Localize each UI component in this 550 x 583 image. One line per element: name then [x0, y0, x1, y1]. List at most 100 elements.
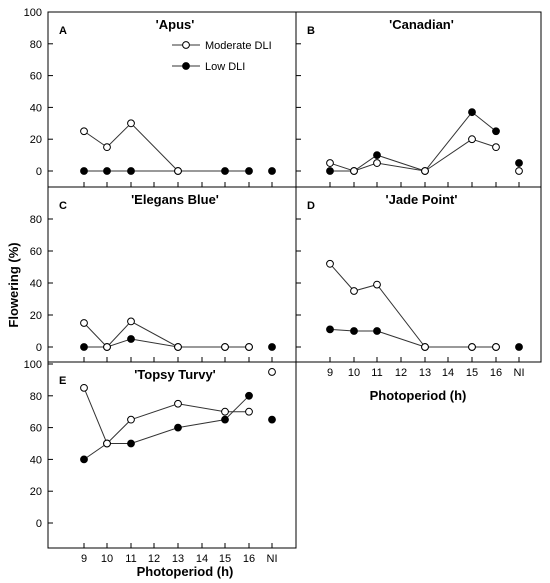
data-point	[373, 151, 381, 160]
panel-frame	[47, 11, 297, 188]
data-point	[373, 159, 381, 167]
x-tick-label: 14	[196, 553, 208, 565]
x-tick-label: 15	[219, 553, 231, 565]
data-point	[174, 399, 182, 408]
y-tick-label: 0	[36, 342, 42, 354]
panel-frame	[295, 186, 542, 363]
panel-title: 'Apus'	[156, 17, 195, 32]
y-axis-title: Flowering (%)	[6, 242, 21, 327]
data-point	[174, 343, 182, 351]
y-tick-label: 0	[36, 518, 42, 530]
data-point	[221, 343, 229, 351]
x-tick-label: 10	[101, 553, 113, 565]
series-line	[83, 387, 249, 445]
data-point	[221, 407, 229, 416]
x-tick-label: 13	[419, 367, 431, 379]
panel-title: 'Topsy Turvy'	[134, 367, 216, 382]
data-point	[80, 455, 88, 464]
data-point	[127, 335, 135, 343]
data-point	[515, 343, 523, 351]
panel-title: 'Canadian'	[389, 17, 454, 32]
panel-letter: E	[59, 375, 66, 387]
data-point	[515, 159, 523, 167]
legend-entry: Low DLI	[172, 61, 245, 73]
data-point	[468, 135, 476, 144]
panel-title: 'Jade Point'	[386, 192, 458, 207]
series-low-dli	[326, 108, 523, 175]
data-point	[127, 415, 135, 424]
series-line	[83, 395, 250, 460]
y-tick-label: 100	[24, 7, 42, 19]
y-tick-label: 20	[30, 486, 42, 498]
data-point	[326, 159, 334, 167]
x-tick-label: 9	[327, 367, 333, 379]
data-point	[127, 317, 135, 326]
data-point	[245, 391, 253, 400]
series-line	[83, 122, 179, 172]
y-tick-label: 20	[30, 134, 42, 146]
data-point	[492, 343, 500, 351]
data-point	[80, 383, 88, 392]
data-point	[350, 167, 358, 175]
x-tick-label: 16	[243, 553, 255, 565]
y-tick-label: 0	[36, 166, 42, 178]
data-point	[268, 415, 276, 424]
series-line	[83, 320, 249, 348]
y-tick-label: 40	[30, 278, 42, 290]
panel-title: 'Elegans Blue'	[131, 192, 219, 207]
x-tick-label: 11	[125, 553, 136, 565]
x-tick-label: 9	[81, 553, 87, 565]
data-point	[80, 319, 88, 327]
panel-e: 0 20 40 60 80 100 9 10 11 12 13 14 15 16 NI E 'Topsy Tur…	[24, 359, 297, 565]
data-point	[103, 343, 111, 351]
x-tick-label: 10	[348, 367, 360, 379]
x-tick-label: 14	[442, 367, 454, 379]
panel-frame	[47, 361, 297, 549]
data-point	[174, 167, 182, 175]
data-point	[515, 167, 523, 175]
legend-entry: Moderate DLI	[172, 40, 272, 52]
panel-c: 0 20 40 60 80 C 'Elegans Blue'	[30, 186, 297, 363]
series-line	[329, 263, 496, 348]
legend-marker	[182, 41, 190, 49]
data-point	[326, 259, 334, 268]
data-point	[326, 167, 334, 175]
data-point	[127, 439, 135, 448]
data-point	[350, 287, 358, 295]
legend: Moderate DLI Low DLI	[172, 40, 272, 73]
panel-frame	[47, 186, 297, 363]
y-tick-label: 60	[30, 71, 42, 83]
series-moderate-dli	[80, 368, 276, 448]
data-point	[268, 343, 276, 351]
data-point	[468, 108, 476, 117]
x-tick-label: 16	[490, 367, 502, 379]
data-point	[103, 167, 111, 175]
y-tick-label: 60	[30, 423, 42, 435]
data-point	[80, 167, 88, 175]
data-point	[373, 280, 381, 289]
y-tick-label: 80	[30, 39, 42, 51]
y-tick-label: 80	[30, 214, 42, 226]
y-tick-label: 100	[24, 359, 42, 371]
legend-marker	[182, 62, 190, 70]
legend-label: Moderate DLI	[205, 40, 272, 52]
data-point	[492, 127, 500, 136]
x-axis-title-bottom: Photoperiod (h)	[137, 564, 234, 579]
data-point	[103, 143, 111, 152]
y-tick-label: 40	[30, 454, 42, 466]
x-tick-label: 12	[148, 553, 160, 565]
data-point	[174, 423, 182, 432]
panel-a: 0 20 40 60 80 100 A 'Apus'	[24, 7, 297, 188]
y-tick-label: 80	[30, 391, 42, 403]
y-tick-label: 20	[30, 310, 42, 322]
data-point	[245, 167, 253, 175]
data-point	[221, 415, 229, 424]
series-moderate-dli	[326, 135, 523, 175]
y-tick-label: 60	[30, 246, 42, 258]
series-moderate-dli	[80, 119, 182, 175]
legend-label: Low DLI	[205, 61, 245, 73]
x-tick-label: NI	[514, 367, 525, 379]
panel-d: 9 10 11 12 13 14 15 16 NI D 'Jade Point'	[295, 186, 542, 379]
